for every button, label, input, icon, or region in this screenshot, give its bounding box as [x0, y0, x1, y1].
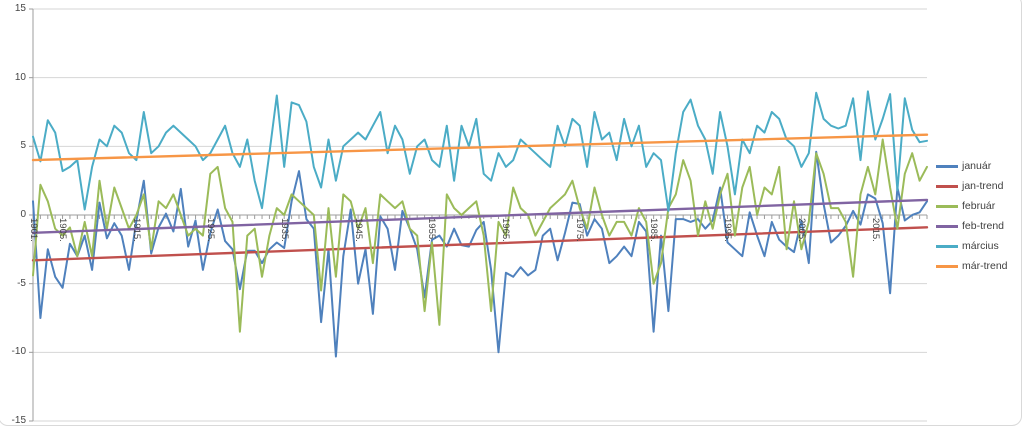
- legend-label-feb-trend: feb-trend: [962, 220, 1005, 232]
- legend-line-swatch-januar: [936, 164, 958, 168]
- legend[interactable]: január jan-trend február feb-trend március má…: [936, 156, 1008, 276]
- legend-item-jan-trend[interactable]: jan-trend: [936, 176, 1008, 196]
- y-axis-label-10: 10: [14, 71, 26, 83]
- series-mar-trend-line: [31, 133, 929, 162]
- x-axis-label-1995: 1995.: [722, 218, 733, 242]
- series-feb-trend-line: [31, 198, 929, 235]
- x-axis-label-2005: 2005.: [795, 218, 807, 242]
- y-axis-label-0: 0: [20, 209, 26, 220]
- legend-label-marcius: március: [962, 240, 999, 252]
- y-axis-label-15: 15: [14, 3, 26, 14]
- series-januar-line: [32, 150, 928, 358]
- y-axis-label--10: -10: [11, 346, 26, 358]
- x-axis-label-1985: 1985.: [648, 218, 660, 242]
- legend-item-januar[interactable]: január: [936, 156, 1008, 176]
- y-axis-label-5: 5: [20, 140, 26, 152]
- legend-line-swatch-marcius: [936, 244, 958, 248]
- legend-item-februar[interactable]: február: [936, 196, 1008, 216]
- x-axis-label-1975: 1975.: [574, 218, 586, 242]
- legend-line-swatch-feb-trend: [936, 224, 958, 228]
- legend-label-januar: január: [962, 160, 992, 172]
- x-axis-label-2015: 2015.: [869, 218, 881, 242]
- y-axis-label--5: -5: [17, 277, 26, 289]
- series-marcius-line: [32, 90, 928, 212]
- x-axis-label-1945: 1945.: [352, 218, 364, 242]
- series-jan-trend-line: [31, 226, 929, 262]
- legend-label-februar: február: [962, 200, 996, 212]
- legend-item-feb-trend[interactable]: feb-trend: [936, 216, 1008, 236]
- legend-item-mar-trend[interactable]: már-trend: [936, 256, 1008, 276]
- legend-line-swatch-februar: [936, 204, 958, 208]
- x-axis-label-1901: 1901.: [27, 218, 39, 242]
- x-axis-label-1935: 1935.: [278, 218, 290, 242]
- series-februar-line: [32, 138, 928, 333]
- legend-line-swatch-mar-trend: [936, 264, 958, 268]
- legend-label-mar-trend: már-trend: [962, 260, 1008, 272]
- legend-item-marcius[interactable]: március: [936, 236, 1008, 256]
- y-axis-label--15: -15: [11, 415, 26, 426]
- legend-line-swatch-jan-trend: [936, 184, 958, 188]
- x-axis-label-1965: 1965.: [500, 218, 512, 242]
- legend-label-jan-trend: jan-trend: [962, 180, 1004, 192]
- x-axis-label-1955: 1955.: [426, 218, 438, 242]
- x-axis-label-1925: 1925.: [204, 218, 216, 242]
- x-axis-label-1915: 1915.: [130, 218, 142, 242]
- x-axis-label-1905: 1905.: [57, 218, 69, 242]
